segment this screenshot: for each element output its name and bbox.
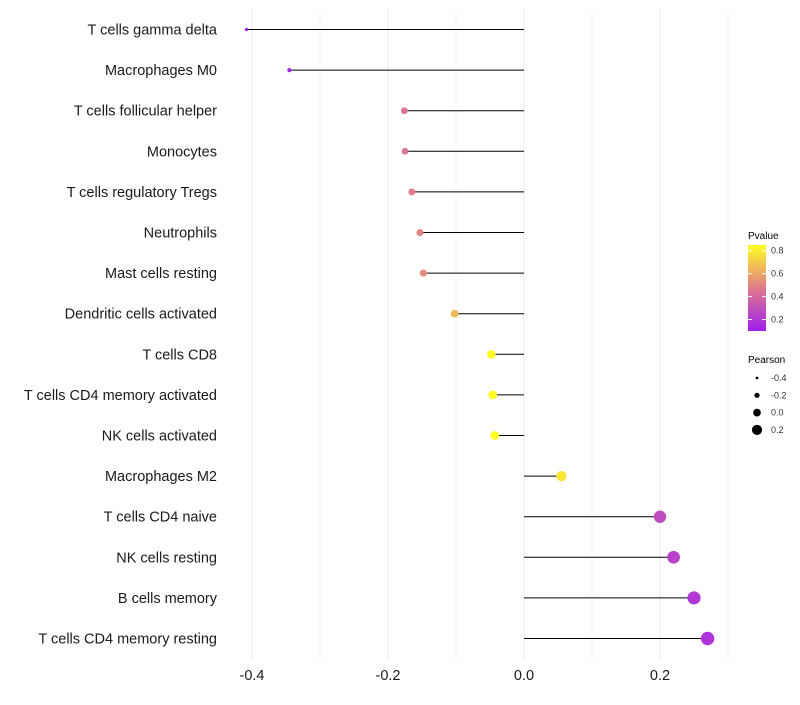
pearson-legend-label: 0.2 (771, 425, 784, 435)
y-tick-label: T cells regulatory Tregs (67, 185, 217, 201)
y-tick-label: NK cells activated (102, 429, 217, 445)
pvalue-legend: Pvalue 0.2 0.4 0.6 0.8 (748, 231, 784, 331)
pearson-legend-label: -0.2 (771, 390, 787, 400)
lollipop-point (419, 269, 427, 277)
lollipop-point (450, 309, 459, 318)
lollipop-point (488, 390, 498, 400)
x-tick-label: 0.2 (650, 668, 670, 684)
y-tick-label: T cells CD4 memory activated (24, 388, 217, 404)
pearson-legend-label: 0.0 (771, 408, 784, 418)
pearson-legend-label: -0.4 (771, 373, 787, 383)
y-tick-label: Mast cells resting (105, 266, 217, 282)
y-tick-label: T cells gamma delta (88, 23, 218, 39)
lollipop-point (408, 188, 416, 196)
point-layer (244, 27, 715, 646)
pearson-legend-key (751, 424, 763, 435)
lollipop-point (667, 550, 680, 564)
pvalue-tick-label: 0.8 (771, 246, 784, 256)
pearson-legend-key (755, 376, 759, 380)
y-tick-label: T cells CD4 memory resting (38, 632, 217, 648)
pvalue-tick-label: 0.4 (771, 292, 784, 302)
y-tick-label: Macrophages M2 (105, 469, 217, 485)
lollipop-point (487, 349, 496, 359)
pvalue-legend-title: Pvalue (748, 231, 779, 242)
segment-layer (246, 29, 708, 639)
pearson-legend-title: Pearson (748, 355, 785, 366)
pearson-legend-key (753, 408, 761, 417)
x-axis-ticks: -0.4 -0.2 0.0 0.2 (240, 668, 671, 684)
y-tick-label: Macrophages M0 (105, 63, 217, 79)
lollipop-point (556, 470, 567, 482)
y-tick-label: T cells CD4 naive (104, 510, 217, 526)
lollipop-point (287, 68, 292, 73)
y-tick-label: NK cells resting (116, 550, 217, 566)
lollipop-point (700, 631, 715, 646)
pvalue-colorbar (748, 245, 766, 331)
x-tick-label: -0.2 (376, 668, 401, 684)
lollipop-point (416, 228, 424, 237)
lollipop-point (400, 107, 408, 115)
y-tick-label: T cells follicular helper (74, 104, 217, 120)
y-tick-label: T cells CD8 (142, 347, 217, 363)
lollipop-point (490, 431, 500, 440)
y-tick-label: Dendritic cells activated (65, 307, 217, 323)
pvalue-tick-label: 0.6 (771, 269, 784, 279)
pvalue-tick-label: 0.2 (771, 315, 784, 325)
lollipop-point (687, 591, 701, 605)
lollipop-point (653, 510, 667, 523)
y-axis-labels: T cells gamma delta Macrophages M0 T cells… (24, 23, 218, 648)
y-tick-label: B cells memory (118, 591, 218, 607)
x-tick-label: 0.0 (514, 668, 534, 684)
pearson-legend-key (754, 392, 760, 398)
y-tick-label: Monocytes (147, 144, 217, 160)
grid-layer (251, 9, 729, 660)
lollipop-point (401, 147, 409, 155)
lollipop-point (244, 27, 249, 32)
y-tick-label: Neutrophils (144, 226, 217, 242)
pearson-legend: Pearson -0.4 -0.2 0.0 0.2 (748, 355, 787, 435)
x-tick-label: -0.4 (240, 668, 265, 684)
